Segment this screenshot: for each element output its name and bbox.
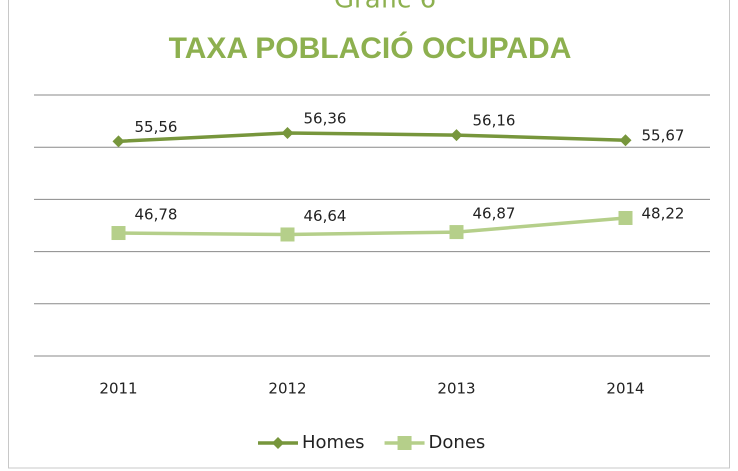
data-label: 56,16 xyxy=(473,112,516,130)
marker xyxy=(450,129,463,142)
marker xyxy=(112,135,125,148)
data-label: 55,67 xyxy=(642,127,685,145)
x-tick-label: 2013 xyxy=(437,380,475,398)
heading: Gràfic 6 xyxy=(334,0,436,15)
legend-label: Homes xyxy=(302,432,365,453)
data-label: 46,87 xyxy=(473,205,516,223)
x-tick-label: 2014 xyxy=(606,380,644,398)
series-line xyxy=(118,216,626,237)
chart-title: TAXA POBLACIÓ OCUPADA xyxy=(169,31,572,65)
x-tick-label: 2011 xyxy=(99,380,137,398)
marker xyxy=(618,210,633,225)
data-label: 48,22 xyxy=(642,204,685,222)
data-label: 46,64 xyxy=(304,207,347,225)
data-label: 46,78 xyxy=(135,206,178,224)
legend-label: Dones xyxy=(429,432,486,453)
marker xyxy=(111,226,126,241)
series-line xyxy=(118,131,626,144)
marker xyxy=(397,436,412,450)
data-label: 56,36 xyxy=(304,110,347,128)
x-tick-label: 2012 xyxy=(268,380,306,398)
marker xyxy=(619,134,632,147)
marker xyxy=(272,437,284,449)
data-label: 55,56 xyxy=(135,118,178,136)
marker xyxy=(281,127,294,140)
marker xyxy=(280,227,295,242)
marker xyxy=(449,225,464,240)
